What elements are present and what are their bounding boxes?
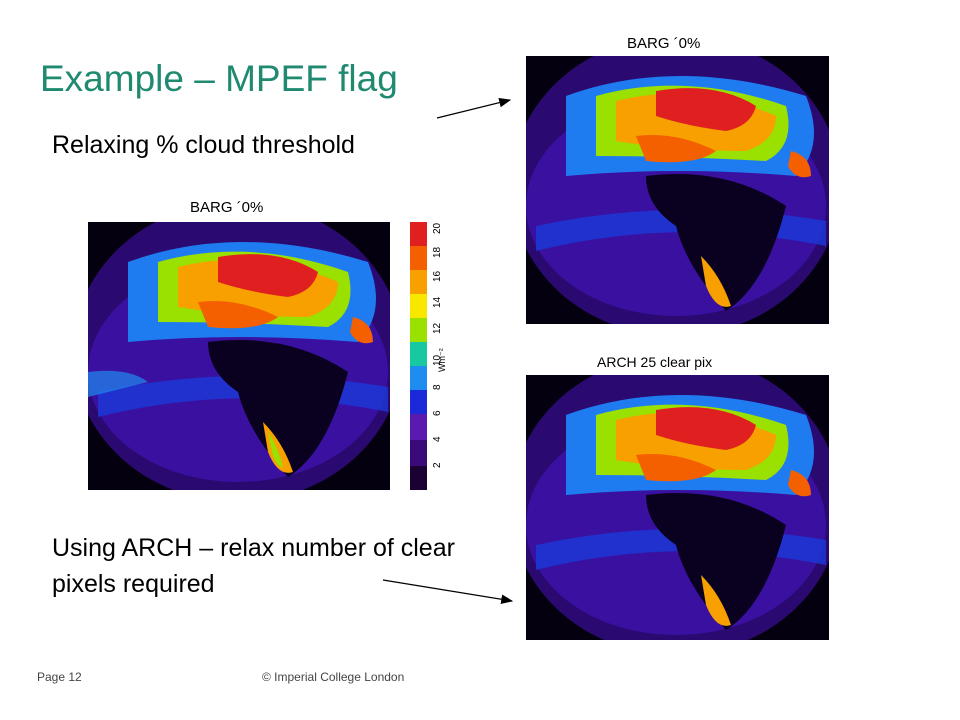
colorbar-tick: 14 — [432, 296, 443, 308]
copyright: © Imperial College London — [262, 670, 405, 684]
colorbar-segment — [410, 222, 427, 246]
colorbar-segment — [410, 294, 427, 318]
colorbar-tick: 12 — [432, 322, 443, 334]
arrow-to-top-map — [436, 97, 512, 119]
top-right-map-label: BARG ´0% — [627, 35, 701, 52]
colorbar-segment — [410, 466, 427, 490]
bottom-right-map-label: ARCH 25 clear pix — [597, 354, 713, 370]
center-map-image — [88, 222, 390, 490]
top-right-map-image — [526, 56, 829, 324]
colorbar-segment — [410, 270, 427, 294]
colorbar-segment — [410, 440, 427, 466]
colorbar-tick: 4 — [432, 436, 443, 442]
center-map-label: BARG ´0% — [190, 199, 264, 216]
colorbar-tick: 2 — [432, 462, 443, 468]
colorbar-segment — [410, 246, 427, 270]
arch-relax-text: Using ARCH – relax number of clear pixel… — [52, 534, 455, 598]
colorbar-segment — [410, 366, 427, 390]
colorbar-segment — [410, 414, 427, 440]
colorbar — [410, 222, 427, 490]
page-number: Page 12 — [37, 670, 82, 684]
slide-title: Example – MPEF flag — [40, 58, 398, 99]
colorbar-tick: 18 — [432, 246, 443, 258]
colorbar-segment — [410, 342, 427, 366]
colorbar-tick: 8 — [432, 384, 443, 390]
colorbar-unit: Wm⁻² — [437, 348, 447, 372]
colorbar-tick: 20 — [432, 222, 443, 234]
relax-threshold-text: Relaxing % cloud threshold — [52, 131, 355, 159]
colorbar-tick: 6 — [432, 410, 443, 416]
colorbar-segment — [410, 390, 427, 414]
colorbar-tick: 16 — [432, 270, 443, 282]
colorbar-segment — [410, 318, 427, 342]
bottom-right-map-image — [526, 375, 829, 640]
